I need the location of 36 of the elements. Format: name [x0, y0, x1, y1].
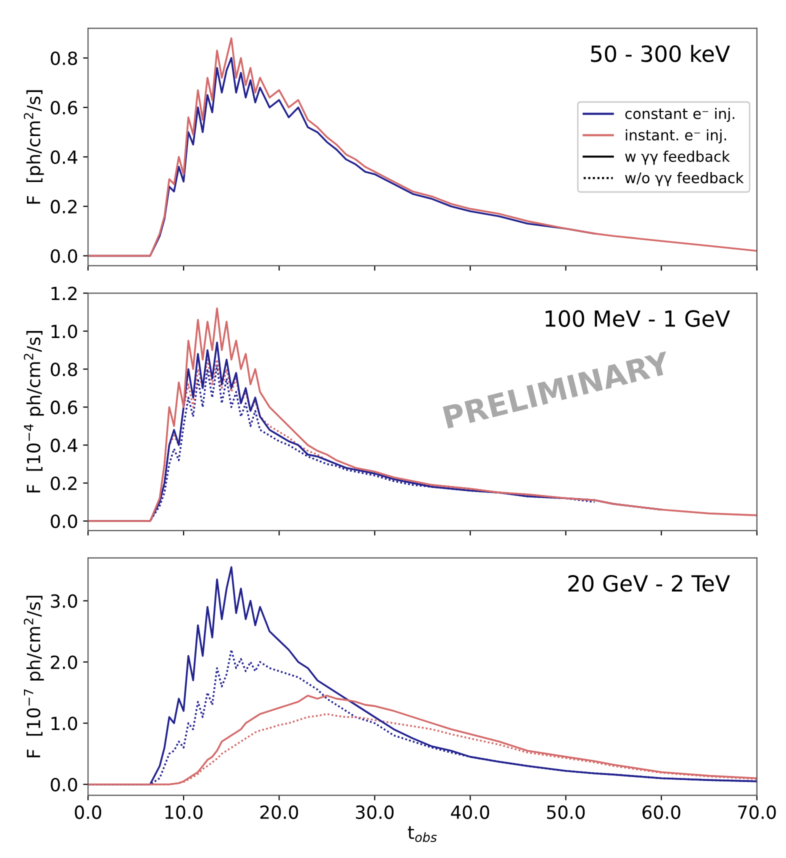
legend-label: constant e⁻ inj. [625, 108, 734, 122]
y-tick-label: 1.2 [52, 286, 76, 300]
y-tick-label: 0.2 [50, 200, 76, 214]
x-tick-label: 50.0 [547, 805, 585, 820]
legend-label: instant. e⁻ inj. [626, 129, 726, 144]
legend-label: w/o γγ feedback [625, 172, 744, 186]
y-tick-label: 0.4 [50, 438, 78, 452]
y-tick-label: 0.2 [50, 476, 76, 490]
annotation: 100 MeV - 1 GeV [546, 310, 730, 327]
y-tick-label: 1.0 [52, 716, 78, 730]
x-tick-label: 60.0 [642, 805, 680, 820]
x-tick-label: 70.0 [738, 805, 776, 820]
y-tick-label: 0.8 [50, 362, 78, 376]
x-tick-label: 20.0 [260, 805, 298, 820]
y-axis-title: F [10$^{−4}$ ph/cm$^{2}$/s] [24, 331, 44, 492]
annotation: 20 GeV - 2 TeV [568, 574, 730, 592]
x-tick-label: 0.0 [74, 805, 102, 820]
y-tick-label: 0.6 [50, 400, 78, 414]
x-axis-title: t$_{obs}$ [408, 826, 437, 842]
y-tick-label: 0.0 [50, 778, 78, 792]
y-tick-label: 2.0 [50, 655, 78, 670]
x-tick-label: 30.0 [356, 805, 394, 820]
y-axis-title: F [10$^{−7}$ ph/cm$^{2}$/s] [24, 596, 44, 758]
y-tick-label: 3.0 [50, 594, 78, 608]
legend-label: w γγ feedback [625, 150, 730, 165]
y-tick-label: 1.0 [52, 324, 78, 338]
y-tick-label: 0.0 [50, 514, 78, 528]
y-tick-label: 0.0 [50, 249, 78, 263]
x-tick-label: 10.0 [165, 805, 202, 820]
x-tick-label: 40.0 [451, 805, 490, 820]
y-tick-label: 0.6 [50, 100, 78, 115]
annotation: 50 - 300 keV [591, 44, 730, 62]
y-tick-label: 0.4 [50, 150, 78, 164]
y-tick-label: 0.8 [50, 51, 78, 66]
y-axis-title: F [ph/cm$^{2}$/s] [24, 90, 44, 204]
line-series [88, 37, 757, 257]
